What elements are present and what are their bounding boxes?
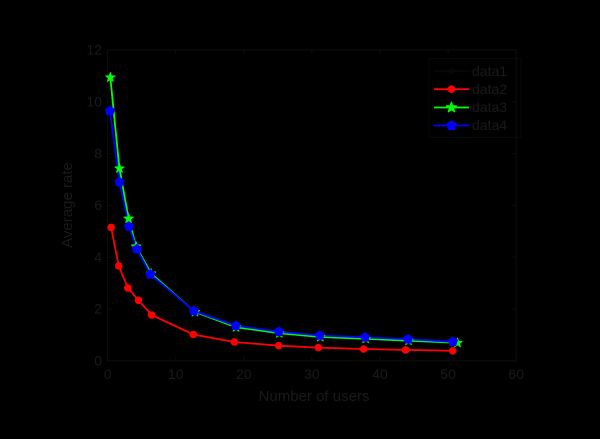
svg-text:50: 50: [440, 366, 456, 382]
svg-text:8: 8: [94, 145, 102, 161]
svg-text:data2: data2: [472, 81, 507, 97]
svg-text:10: 10: [168, 366, 184, 382]
svg-text:20: 20: [236, 366, 252, 382]
svg-text:Number of users: Number of users: [259, 388, 370, 405]
svg-text:60: 60: [508, 366, 524, 382]
svg-text:40: 40: [372, 366, 388, 382]
svg-text:data3: data3: [472, 99, 507, 115]
svg-text:12: 12: [86, 42, 102, 58]
svg-text:data1: data1: [472, 63, 507, 79]
svg-text:4: 4: [94, 249, 102, 265]
svg-text:10: 10: [86, 93, 102, 109]
svg-text:0: 0: [94, 353, 102, 369]
svg-text:6: 6: [94, 197, 102, 213]
svg-text:30: 30: [304, 366, 320, 382]
svg-text:0: 0: [104, 366, 112, 382]
svg-text:Average rate: Average rate: [59, 162, 76, 248]
svg-text:2: 2: [94, 301, 102, 317]
svg-text:data4: data4: [472, 117, 507, 133]
